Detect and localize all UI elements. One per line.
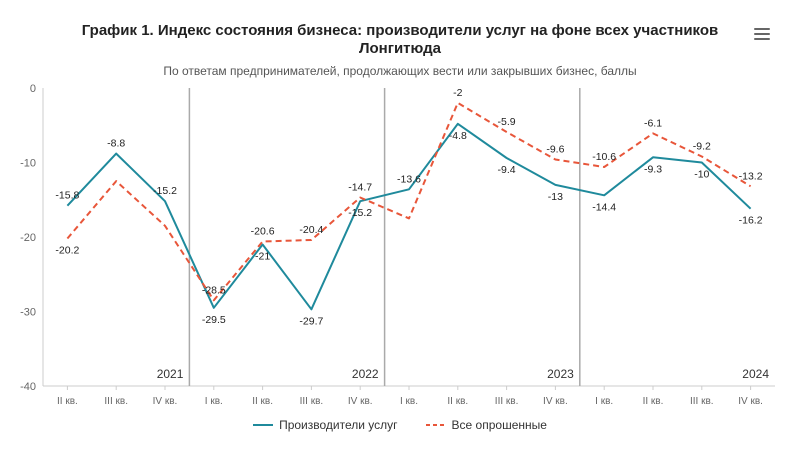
x-tick-label: I кв.	[205, 396, 223, 407]
data-label-series-2: -28.5	[202, 284, 226, 296]
legend-solid-line-swatch	[253, 424, 274, 426]
data-label-series-1: -10	[694, 169, 709, 181]
x-tick-label: II кв.	[252, 396, 273, 407]
x-tick-label: I кв.	[400, 396, 418, 407]
x-tick-label: III кв.	[300, 396, 324, 407]
chart-title: График 1. Индекс состояния бизнеса: прои…	[40, 22, 760, 58]
data-label-series-1: -15.2	[153, 185, 177, 197]
x-tick-label: IV кв.	[738, 396, 763, 407]
data-label-series-1: -8.8	[107, 138, 125, 150]
legend-item-series-2[interactable]: Все опрошенные	[425, 418, 547, 432]
x-tick-label: II кв.	[447, 396, 468, 407]
data-label-series-1: -16.2	[739, 215, 763, 227]
data-label-series-2: -9.6	[546, 144, 564, 156]
legend-dashed-line-swatch	[425, 424, 446, 426]
x-tick-label: IV кв.	[348, 396, 373, 407]
data-label-series-1: -9.4	[498, 164, 516, 176]
y-tick-label: -10	[20, 158, 36, 170]
data-label-series-1: -14.4	[592, 201, 616, 213]
chart-legend: Производители услуг Все опрошенные	[0, 418, 800, 432]
data-label-series-1: -15.8	[55, 190, 79, 202]
x-tick-label: IV кв.	[543, 396, 568, 407]
data-label-series-2: -13.2	[739, 170, 763, 182]
x-tick-label: III кв.	[495, 396, 519, 407]
data-label-series-2: -5.9	[498, 116, 516, 128]
data-label-series-1: -29.5	[202, 314, 226, 326]
x-tick-label: II кв.	[643, 396, 664, 407]
data-label-series-1: -15.2	[348, 207, 372, 219]
data-label-series-2: -14.7	[348, 182, 372, 194]
year-label: 2021	[157, 367, 184, 381]
chart-title-line2: Лонгитюда	[358, 40, 442, 57]
data-label-series-1: -13	[548, 191, 563, 203]
data-label-series-2: -2	[453, 87, 462, 99]
data-label-series-1: -13.6	[397, 173, 421, 185]
year-label: 2022	[352, 367, 379, 381]
data-label-series-1: -29.7	[299, 315, 323, 327]
series-line-1	[66, 122, 752, 311]
chart-title-line1: График 1. Индекс состояния бизнеса: прои…	[81, 22, 719, 39]
data-label-series-2: -20.6	[251, 225, 275, 237]
data-label-series-1: -21	[255, 250, 270, 262]
data-label-series-2: -9.2	[693, 141, 711, 153]
x-tick-label: III кв.	[690, 396, 714, 407]
x-tick-label: III кв.	[104, 396, 128, 407]
hamburger-menu-icon[interactable]	[752, 26, 772, 42]
year-label: 2023	[547, 367, 574, 381]
legend-label-series-1: Производители услуг	[279, 418, 398, 432]
data-label-series-2: -20.2	[55, 244, 79, 256]
data-label-series-1: -9.3	[644, 163, 662, 175]
x-tick-label: I кв.	[595, 396, 613, 407]
y-tick-label: 0	[30, 83, 36, 95]
x-tick-label: II кв.	[57, 396, 78, 407]
legend-label-series-2: Все опрошенные	[451, 418, 547, 432]
year-label: 2024	[742, 367, 769, 381]
series-line-2	[66, 101, 752, 302]
data-label-series-2: -6.1	[644, 117, 662, 129]
y-tick-label: -30	[20, 307, 36, 319]
chart-subtitle: По ответам предпринимателей, продолжающи…	[163, 64, 637, 78]
data-label-series-2: -20.4	[299, 224, 323, 236]
x-tick-label: IV кв.	[153, 396, 178, 407]
y-tick-label: -40	[20, 381, 36, 393]
y-tick-label: -20	[20, 232, 36, 244]
legend-item-series-1[interactable]: Производители услуг	[253, 418, 398, 432]
data-label-series-2: -10.6	[592, 151, 616, 163]
data-label-series-1: -4.8	[449, 130, 467, 142]
